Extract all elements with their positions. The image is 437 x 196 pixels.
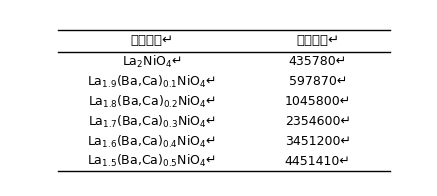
Text: 1045800↵: 1045800↵ bbox=[284, 95, 351, 108]
Text: La$_{1.7}$(Ba,Ca)$_{0.3}$NiO$_4$↵: La$_{1.7}$(Ba,Ca)$_{0.3}$NiO$_4$↵ bbox=[88, 113, 216, 130]
Text: La$_2$NiO$_4$↵: La$_2$NiO$_4$↵ bbox=[122, 54, 181, 70]
Text: La$_{1.5}$(Ba,Ca)$_{0.5}$NiO$_4$↵: La$_{1.5}$(Ba,Ca)$_{0.5}$NiO$_4$↵ bbox=[87, 153, 216, 170]
Text: 介电常数↵: 介电常数↵ bbox=[296, 34, 339, 47]
Text: 陶瓷样品↵: 陶瓷样品↵ bbox=[130, 34, 173, 47]
Text: La$_{1.6}$(Ba,Ca)$_{0.4}$NiO$_4$↵: La$_{1.6}$(Ba,Ca)$_{0.4}$NiO$_4$↵ bbox=[87, 133, 216, 150]
Text: 3451200↵: 3451200↵ bbox=[285, 135, 351, 148]
Text: 435780↵: 435780↵ bbox=[288, 55, 347, 68]
Text: La$_{1.8}$(Ba,Ca)$_{0.2}$NiO$_4$↵: La$_{1.8}$(Ba,Ca)$_{0.2}$NiO$_4$↵ bbox=[88, 93, 216, 110]
Text: 597870↵: 597870↵ bbox=[288, 75, 347, 88]
Text: 2354600↵: 2354600↵ bbox=[285, 115, 351, 128]
Text: La$_{1.9}$(Ba,Ca)$_{0.1}$NiO$_4$↵: La$_{1.9}$(Ba,Ca)$_{0.1}$NiO$_4$↵ bbox=[87, 74, 216, 90]
Text: 4451410↵: 4451410↵ bbox=[285, 155, 350, 168]
